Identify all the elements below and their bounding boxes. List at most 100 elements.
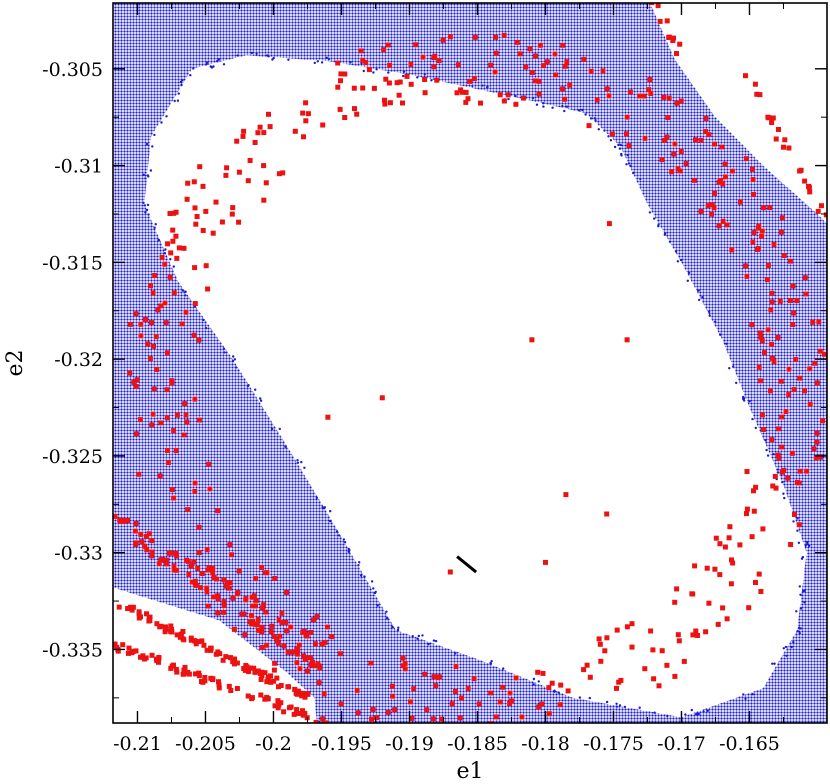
- red-point: [192, 489, 198, 494]
- red-point: [404, 73, 410, 79]
- blue-point: [387, 71, 390, 74]
- red-point: [771, 359, 777, 365]
- red-point: [188, 635, 194, 641]
- red-point: [116, 604, 122, 610]
- red-point: [771, 242, 777, 247]
- red-point: [210, 565, 216, 571]
- red-point: [769, 342, 774, 347]
- red-point: [294, 707, 300, 713]
- red-point: [191, 559, 197, 565]
- red-point: [199, 571, 205, 576]
- red-point: [465, 686, 471, 692]
- red-point: [665, 115, 671, 121]
- red-point: [304, 691, 310, 697]
- red-point: [659, 157, 665, 163]
- red-point: [113, 641, 118, 647]
- red-point: [173, 448, 179, 454]
- red-point: [194, 214, 200, 219]
- blue-point: [373, 591, 377, 595]
- red-point: [661, 94, 667, 100]
- blue-point: [588, 696, 591, 700]
- red-point: [223, 654, 229, 660]
- red-point: [729, 247, 735, 253]
- red-point: [283, 619, 289, 625]
- blue-point: [607, 135, 610, 138]
- red-point: [444, 724, 449, 729]
- red-point: [234, 686, 240, 691]
- red-point: [169, 487, 175, 493]
- red-point: [598, 658, 604, 664]
- red-point: [743, 156, 749, 162]
- red-point: [136, 615, 142, 621]
- blue-point: [565, 105, 569, 108]
- red-point: [158, 557, 164, 563]
- blue-point: [349, 61, 352, 64]
- red-point: [436, 58, 442, 64]
- red-point: [149, 549, 155, 555]
- red-point: [776, 127, 781, 132]
- red-point: [223, 583, 229, 589]
- red-point: [463, 89, 469, 95]
- red-point: [165, 241, 170, 247]
- red-point: [492, 69, 498, 75]
- blue-point: [217, 58, 221, 61]
- red-point: [662, 138, 667, 143]
- red-point: [235, 590, 241, 596]
- blue-point: [250, 51, 254, 55]
- red-point: [810, 319, 816, 325]
- red-point: [192, 265, 198, 271]
- red-point: [779, 469, 785, 475]
- red-point: [785, 475, 791, 481]
- red-point: [174, 567, 180, 573]
- red-point: [281, 709, 287, 715]
- blue-point: [189, 74, 192, 77]
- blue-point: [668, 240, 672, 243]
- red-point: [196, 524, 202, 530]
- red-point: [186, 571, 192, 577]
- red-point: [215, 596, 221, 602]
- red-point: [245, 178, 251, 184]
- blue-point: [254, 388, 257, 391]
- red-point: [335, 84, 341, 90]
- red-point: [191, 332, 197, 338]
- red-point: [136, 611, 142, 617]
- blue-point: [176, 99, 180, 102]
- red-point: [766, 115, 772, 121]
- red-point: [236, 219, 242, 225]
- blue-point: [343, 541, 347, 544]
- red-point: [196, 673, 202, 679]
- red-point: [698, 137, 704, 143]
- red-point: [157, 473, 163, 479]
- red-point: [656, 683, 662, 689]
- blue-point: [490, 660, 493, 663]
- red-point: [149, 422, 155, 428]
- blue-point: [278, 427, 281, 431]
- red-point: [609, 131, 615, 137]
- blue-point: [507, 97, 510, 101]
- red-point: [113, 513, 118, 519]
- red-point: [543, 559, 548, 565]
- red-point: [266, 674, 271, 680]
- red-point: [814, 430, 820, 436]
- red-point: [436, 674, 442, 680]
- blue-point: [177, 92, 180, 95]
- red-point: [158, 303, 164, 309]
- red-point: [637, 93, 643, 99]
- red-point: [133, 311, 139, 317]
- red-point: [249, 621, 255, 627]
- red-point: [562, 63, 568, 69]
- blue-point: [391, 625, 394, 629]
- red-point: [164, 350, 170, 356]
- red-point: [253, 597, 259, 603]
- blue-point: [697, 289, 700, 292]
- red-point: [751, 192, 756, 197]
- red-point: [604, 511, 610, 517]
- blue-point: [542, 102, 545, 105]
- red-point: [310, 659, 316, 665]
- red-point: [786, 366, 792, 372]
- red-point: [465, 96, 471, 102]
- red-point: [759, 338, 765, 344]
- red-point: [770, 483, 776, 489]
- blue-point: [648, 211, 652, 214]
- red-point: [163, 561, 169, 567]
